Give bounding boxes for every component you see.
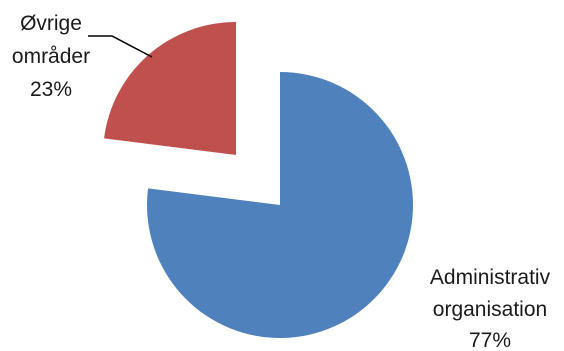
- label-value: 77%: [469, 329, 511, 351]
- label-line-2: områder: [12, 45, 90, 68]
- pie-slice-administrativ-organisation: [147, 72, 414, 339]
- data-label-administrativ-organisation: Administrativ organisation 77%: [430, 266, 551, 351]
- leader-line-ovrige-omrader: [88, 35, 153, 58]
- pie-slice-ovrige-omrader: [104, 22, 236, 155]
- data-label-ovrige-omrader: Øvrige områder 23%: [12, 12, 90, 101]
- label-line-1: Øvrige: [20, 12, 82, 35]
- label-value: 23%: [30, 78, 72, 101]
- label-line-1: Administrativ: [430, 266, 551, 289]
- label-line-2: organisation: [433, 298, 547, 321]
